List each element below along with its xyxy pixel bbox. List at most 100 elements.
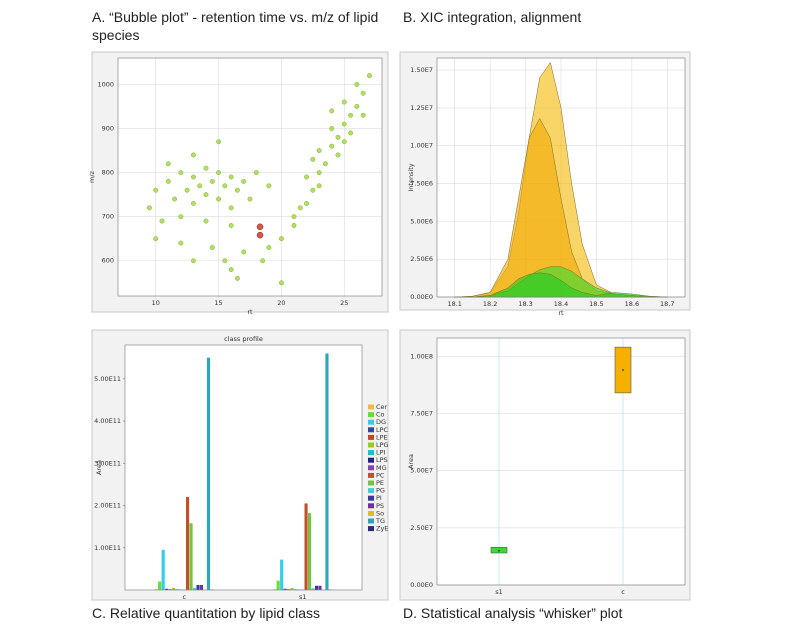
bubble (253, 170, 259, 176)
bar (311, 588, 315, 590)
plot-area (125, 345, 362, 590)
plot-border (436, 57, 686, 298)
bar (294, 589, 298, 590)
bubble (316, 148, 322, 154)
legend-label: PS (376, 502, 384, 510)
bubble (348, 130, 354, 136)
bubble (316, 183, 322, 189)
legend-swatch (368, 434, 374, 440)
legend-label: MG (376, 464, 387, 472)
bubble (329, 143, 335, 149)
plot-border (117, 57, 383, 297)
bubble (209, 245, 215, 250)
bubble (222, 183, 228, 189)
bar (168, 589, 172, 590)
y-tick-label: 0.00E0 (410, 581, 433, 589)
legend-swatch (368, 518, 374, 524)
legend-swatch (368, 412, 374, 418)
bar (307, 513, 312, 590)
bubble (335, 152, 341, 158)
bubble (291, 223, 297, 228)
bar (304, 503, 308, 590)
panel-caption: C. Relative quantitation by lipid class (92, 605, 321, 621)
bubble (278, 280, 284, 286)
bar (189, 523, 193, 590)
legend-swatch (368, 480, 374, 486)
bubble (329, 126, 335, 131)
bubble (190, 152, 196, 158)
bubble (209, 178, 215, 184)
y-tick-label: 1000 (97, 80, 114, 88)
x-tick-label: c (621, 588, 625, 596)
bubble (241, 178, 247, 184)
legend-label: Co (376, 411, 385, 419)
bubble (360, 112, 366, 118)
bar (318, 585, 322, 590)
bar (192, 587, 197, 590)
bubble (190, 200, 196, 206)
x-tick-label: 20 (277, 299, 285, 307)
bubble (178, 170, 184, 176)
y-tick-label: 1.50E7 (410, 66, 433, 74)
bar (325, 353, 329, 590)
y-tick-label: 2.00E11 (94, 502, 121, 510)
bubble (256, 223, 264, 231)
bubble (247, 196, 253, 202)
bubble (146, 205, 152, 211)
bubble (178, 214, 184, 220)
median-dot (498, 549, 500, 552)
y-tick-label: 5.00E11 (94, 375, 121, 383)
legend-swatch (368, 526, 374, 532)
legend-label: PC (376, 471, 385, 479)
y-tick-label: 5.00E6 (410, 217, 433, 225)
x-tick-label: 25 (340, 299, 348, 307)
bubble (190, 258, 196, 264)
bubble (203, 218, 209, 224)
bar (206, 357, 211, 590)
y-tick-label: 7.50E7 (410, 409, 433, 417)
bubble (341, 121, 347, 127)
plot-area (437, 338, 685, 585)
bubble (348, 112, 354, 118)
bubble (322, 161, 328, 167)
bubble (329, 108, 335, 114)
bubble (222, 258, 228, 264)
bar (161, 549, 165, 590)
y-tick-label: 5.00E7 (410, 467, 433, 475)
bubble (203, 165, 209, 171)
panel-caption: B. XIC integration, alignment (403, 9, 582, 25)
legend-label: LPE (376, 433, 388, 441)
bubble (228, 267, 234, 273)
legend-swatch (368, 488, 374, 494)
bar (165, 588, 169, 590)
x-tick-label: 18.7 (660, 300, 674, 308)
bubble (172, 196, 178, 202)
legend-swatch (368, 472, 374, 478)
legend-label: PI (376, 494, 382, 502)
bubble (366, 73, 372, 79)
y-tick-label: 1.00E8 (410, 352, 433, 360)
legend-swatch (368, 419, 374, 425)
y-tick-label: 2.50E7 (410, 524, 433, 532)
y-tick-label: 4.00E11 (94, 417, 121, 425)
y-axis-label: Area (407, 454, 415, 469)
y-tick-label: 600 (102, 257, 114, 265)
x-tick-label: 18.5 (589, 300, 603, 308)
x-tick-label: 18.6 (625, 300, 639, 308)
bar (290, 587, 294, 590)
panel-caption: D. Statistical analysis “whisker” plot (403, 605, 623, 621)
x-axis-label: rt (558, 309, 564, 317)
bubble (216, 196, 222, 202)
legend-label: PG (376, 487, 385, 495)
bubble (216, 170, 222, 176)
bar (158, 581, 162, 590)
y-tick-label: 900 (102, 125, 114, 133)
x-tick-label: s1 (299, 593, 307, 601)
bubble (197, 183, 203, 189)
bubble (278, 236, 284, 242)
y-tick-label: 700 (102, 213, 114, 221)
plot-border (436, 337, 686, 586)
xic-peak (454, 272, 668, 298)
bubble (297, 205, 303, 211)
